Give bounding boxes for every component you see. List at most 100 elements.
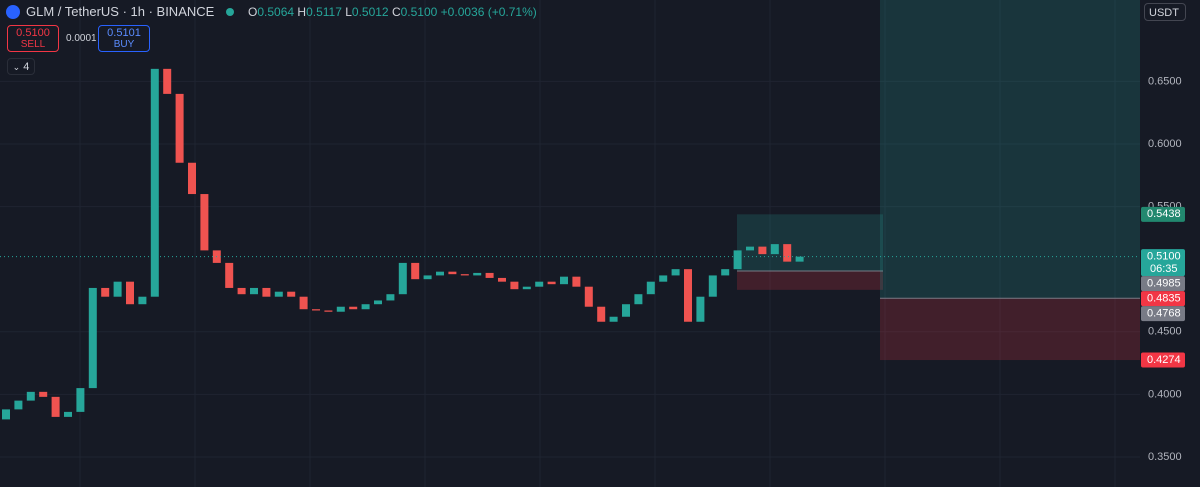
candle-body <box>696 296 705 322</box>
candle-body <box>2 409 10 420</box>
low: 0.5012 <box>351 5 389 19</box>
candle-body <box>684 269 692 322</box>
candle-body <box>597 306 606 322</box>
price-label: 0.4985 <box>1147 278 1181 290</box>
candle-body <box>498 277 506 282</box>
buy-button[interactable]: 0.5101 BUY <box>98 25 150 52</box>
candle-body <box>746 246 754 251</box>
candle-body <box>101 287 110 297</box>
candle-body <box>39 391 48 397</box>
c-label: C <box>391 5 401 19</box>
price-label: 0.4768 <box>1147 308 1181 320</box>
candle-body <box>113 281 122 297</box>
candle-body <box>721 269 730 276</box>
currency-select[interactable]: USDT <box>1144 3 1186 21</box>
price-label-bg <box>1141 249 1185 277</box>
price-label-bg <box>1141 276 1185 292</box>
y-tick-label: 0.6500 <box>1148 75 1182 87</box>
candle-body <box>473 272 482 276</box>
candle-body <box>237 287 246 295</box>
change: +0.0036 (+0.71%) <box>440 5 537 19</box>
price-label-bg <box>1141 291 1185 307</box>
currency: USDT <box>1149 7 1179 19</box>
candle-body <box>584 286 593 307</box>
position-loss-zone <box>737 271 883 290</box>
close: 0.5100 <box>400 5 438 19</box>
ohlc: O0.5064 H0.5117 L0.5012 C0.5100 +0.0036 … <box>248 5 537 19</box>
indicators-count: 4 <box>23 61 30 73</box>
sell-label: SELL <box>20 39 46 50</box>
candle-body <box>51 396 60 417</box>
candle-body <box>448 271 457 275</box>
candle-body <box>659 275 668 282</box>
candle-body <box>386 294 395 301</box>
candle-body <box>510 281 519 290</box>
candle-body <box>150 68 159 297</box>
symbol-logo <box>6 5 20 19</box>
position-profit-zone <box>737 214 883 272</box>
candle-body <box>250 287 258 295</box>
candle-body <box>646 281 655 295</box>
candle-body <box>274 291 283 297</box>
candle-body <box>795 256 804 262</box>
candle-body <box>14 400 23 410</box>
y-tick-label: 0.3500 <box>1148 451 1182 463</box>
position-profit-zone <box>880 0 1140 299</box>
candle-body <box>622 304 630 317</box>
candle-body <box>225 262 234 288</box>
candle-body <box>312 309 320 311</box>
y-tick-label: 0.4500 <box>1148 326 1182 338</box>
price-label: 0.5438 <box>1147 208 1181 220</box>
candle-body <box>485 272 494 278</box>
sell-price: 0.5100 <box>16 27 50 39</box>
candle-body <box>708 275 717 297</box>
candle-body <box>374 300 382 305</box>
candle-body <box>609 316 618 322</box>
candle-body <box>287 291 296 297</box>
candle-body <box>324 310 333 312</box>
candle-body <box>547 281 556 285</box>
candle-body <box>535 281 544 287</box>
candle-body <box>758 246 767 255</box>
sell-button[interactable]: 0.5100 SELL <box>7 25 59 52</box>
high: 0.5117 <box>306 5 342 19</box>
candle-body <box>522 286 531 290</box>
price-axis-bg <box>1140 0 1200 487</box>
candle-body <box>398 262 407 295</box>
candle-body <box>361 304 370 310</box>
candle-body <box>336 306 345 312</box>
candle-body <box>188 162 196 195</box>
symbol[interactable]: GLM / TetherUS · 1h · BINANCE <box>26 4 215 19</box>
position-loss-zone <box>880 298 1140 361</box>
candle-body <box>88 287 97 389</box>
candle-body <box>76 388 85 412</box>
candle-body <box>436 271 444 276</box>
l-label: L <box>345 5 352 19</box>
candle-body <box>175 93 184 163</box>
o-label: O <box>248 5 258 19</box>
price-label: 0.5100 <box>1147 251 1181 263</box>
candle-body <box>783 244 792 262</box>
candle-body <box>138 296 147 305</box>
buy-label: BUY <box>113 39 135 50</box>
buy-price: 0.5101 <box>107 27 141 39</box>
indicators-toggle[interactable]: ⌄ 4 <box>7 58 35 75</box>
status-dot <box>226 8 234 16</box>
candle-body <box>572 276 581 287</box>
price-label: 0.4835 <box>1147 293 1181 305</box>
candle-body <box>64 411 72 417</box>
candle-body <box>411 262 420 280</box>
candle-body <box>163 68 172 94</box>
countdown: 06:35 <box>1150 263 1178 275</box>
candle-body <box>560 276 568 285</box>
candle-body <box>423 275 432 280</box>
candle-body <box>671 269 680 276</box>
candle-body <box>262 287 271 297</box>
spread: 0.0001 <box>66 33 97 44</box>
candle-body <box>460 274 469 276</box>
y-tick-label: 0.6000 <box>1148 138 1182 150</box>
price-label-bg <box>1141 306 1185 322</box>
candle-body <box>349 306 358 310</box>
